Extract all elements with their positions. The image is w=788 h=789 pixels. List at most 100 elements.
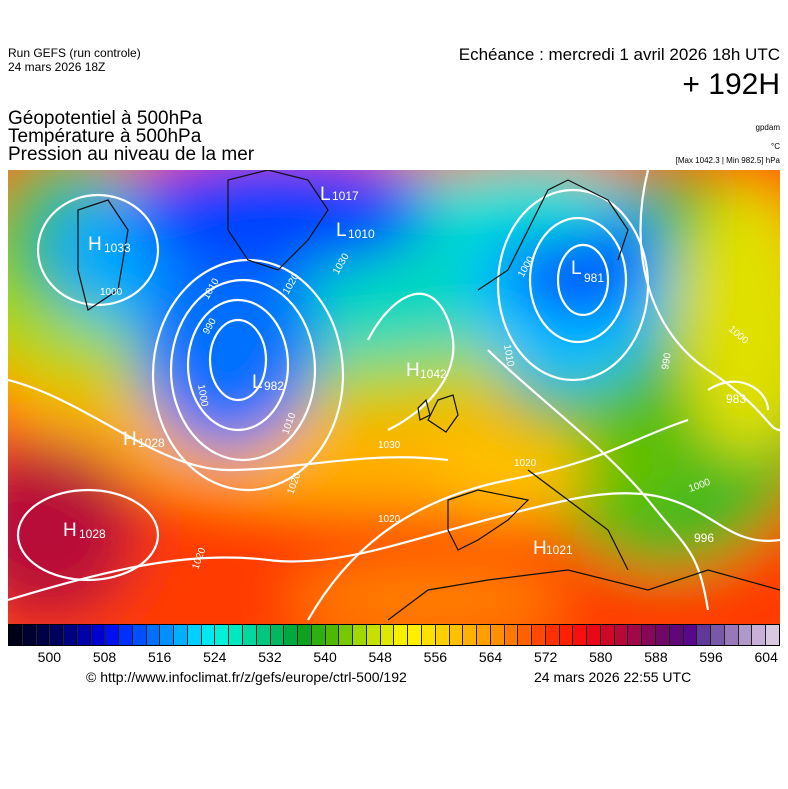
svg-text:L: L — [336, 220, 347, 241]
unit-geopotential: gpdam — [755, 123, 780, 132]
colorbar-tick-label: 564 — [478, 649, 503, 665]
colorbar-cell — [518, 625, 533, 645]
svg-text:981: 981 — [584, 271, 604, 285]
colorbar-cell — [9, 625, 23, 645]
colorbar-tick-label: 540 — [313, 649, 337, 665]
colorbar-tick-label: 572 — [533, 649, 558, 665]
pressure-value: 983 — [726, 392, 746, 406]
colorbar-cell — [284, 625, 299, 645]
colorbar-tick-label: 588 — [644, 649, 668, 665]
colorbar-cell — [600, 625, 615, 645]
colorbar-tick-label: 524 — [203, 649, 227, 665]
colorbar-cell — [215, 625, 230, 645]
colorbar-cell — [187, 625, 202, 645]
coastlines — [77, 170, 780, 621]
colorbar-cell — [64, 625, 78, 645]
colorbar-cell — [738, 625, 753, 645]
colorbar-cell — [724, 625, 739, 645]
run-info: Run GEFS (run controle) 24 mars 2026 18Z — [8, 46, 141, 74]
colorbar-cell — [545, 625, 560, 645]
colorbar-cell — [174, 625, 188, 645]
colorbar-cell — [669, 625, 684, 645]
colorbar-cell — [22, 625, 37, 645]
colorbar-cell — [160, 625, 175, 645]
colorbar-cell — [270, 625, 285, 645]
unit-temperature: °C — [771, 142, 780, 151]
colorbar-cell — [449, 625, 464, 645]
colorbar-cell — [243, 625, 257, 645]
isobar-label: 1020 — [378, 514, 401, 525]
temperature-field — [8, 170, 780, 624]
high-center: H 1028 — [63, 520, 106, 541]
colorbar-tick-label: 508 — [92, 649, 117, 665]
svg-text:H: H — [406, 360, 420, 381]
svg-text:H: H — [88, 234, 102, 255]
svg-text:1042: 1042 — [420, 367, 447, 381]
colorbar-cell — [766, 625, 779, 645]
colorbar-tick-label: 532 — [258, 649, 282, 665]
low-center: L 1010 — [336, 220, 375, 241]
isobar-label: 1030 — [378, 440, 401, 451]
svg-text:982: 982 — [264, 379, 284, 393]
high-center: H 1033 — [88, 234, 131, 255]
colorbar-cell — [559, 625, 574, 645]
colorbar-tick-label: 516 — [147, 649, 172, 665]
colorbar-cell — [532, 625, 546, 645]
svg-text:H: H — [63, 520, 77, 541]
svg-text:1033: 1033 — [104, 241, 131, 255]
colorbar-cell — [146, 625, 161, 645]
isobar-label: 1000 — [195, 384, 210, 408]
colorbar-tick-label: 556 — [423, 649, 448, 665]
colorbar-tick-label: 596 — [699, 649, 723, 665]
title-temperature: Température à 500hPa — [8, 126, 202, 147]
colorbar-cell — [408, 625, 422, 645]
colorbar-cell — [201, 625, 216, 645]
colorbar-cell — [628, 625, 643, 645]
svg-text:L: L — [571, 258, 582, 279]
colorbar-cell — [642, 625, 656, 645]
svg-text:1021: 1021 — [546, 543, 573, 557]
colorbar-cell — [752, 625, 767, 645]
colorbar-tick-label: 500 — [37, 649, 62, 665]
colorbar-tick-label: 548 — [368, 649, 392, 665]
colorbar-cell — [711, 625, 725, 645]
colorbar-tick-label: 580 — [589, 649, 613, 665]
colorbar-cell — [119, 625, 133, 645]
colorbar-tick-label: 604 — [754, 649, 778, 665]
lead-time: + 192H — [682, 68, 780, 101]
colorbar-cell — [256, 625, 271, 645]
svg-text:1028: 1028 — [79, 527, 106, 541]
run-date: 24 mars 2026 18Z — [8, 60, 106, 74]
high-center: H 1028 — [123, 429, 165, 450]
colorbar-cell — [614, 625, 629, 645]
isobars — [8, 170, 780, 621]
colorbar-cell — [229, 625, 244, 645]
generated-timestamp: 24 mars 2026 22:55 UTC — [534, 669, 692, 685]
svg-text:L: L — [320, 184, 331, 205]
isobar-label: 1010 — [501, 344, 516, 368]
colorbar-cell — [504, 625, 519, 645]
colorbar-cell — [339, 625, 354, 645]
colorbar-cell — [36, 625, 51, 645]
map-titles: Géopotentiel à 500hPa Température à 500h… — [8, 108, 255, 165]
map-canvas: H 1033 L 1017 L 1010 L 981 L 982 H 1042 H 1028 … — [8, 170, 780, 624]
colorbar-cell — [132, 625, 147, 645]
colorbar-cell — [697, 625, 712, 645]
colorbar-cell — [353, 625, 367, 645]
run-name: Run GEFS (run controle) — [8, 46, 141, 60]
colorbar-cell — [683, 625, 698, 645]
svg-text:1017: 1017 — [332, 189, 359, 203]
colorbar-cell — [421, 625, 436, 645]
title-pressure: Pression au niveau de la mer — [8, 144, 255, 165]
colorbar-cell — [77, 625, 92, 645]
unit-pressure: [Max 1042.3 | Min 982.5] hPa — [675, 156, 780, 165]
forecast-valid-time: Echéance : mercredi 1 avril 2026 18h UTC — [458, 45, 780, 64]
low-center: L 1017 — [320, 184, 359, 205]
svg-text:1010: 1010 — [348, 227, 375, 241]
title-geopotential: Géopotentiel à 500hPa — [8, 108, 203, 129]
colorbar-cell — [573, 625, 588, 645]
pressure-centers: H 1033 L 1017 L 1010 L 981 L 982 H 1042 H 1028 … — [63, 184, 746, 559]
high-center: H 1021 — [533, 538, 573, 559]
pressure-value: 996 — [694, 531, 714, 545]
credit-link[interactable]: © http://www.infoclimat.fr/z/gefs/europe… — [86, 669, 407, 685]
